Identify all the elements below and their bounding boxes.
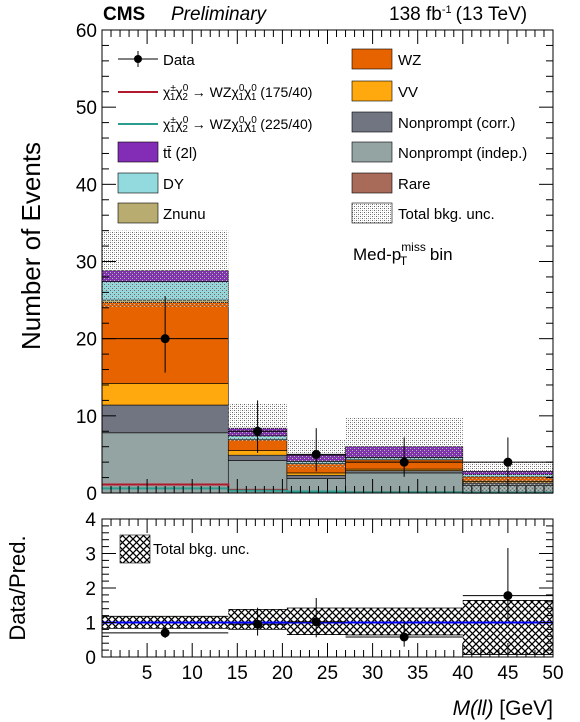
data-points: [102, 296, 553, 477]
x-axis-label: M(ll) [GeV]: [453, 697, 553, 720]
ratio-xtick-label-35: 35: [407, 663, 428, 684]
main-ytick-label-10: 10: [76, 407, 97, 428]
legend: Data χ± 1χ0 2 → WZχ0 1χ0 1 (175/40) χ± 1χ0 2 →…: [117, 48, 527, 224]
data-point-4: [503, 457, 513, 467]
legend-dy: DY: [117, 172, 184, 194]
header: CMS Preliminary 138 fb-1 (13 TeV): [103, 4, 527, 25]
ratio-point-1: [253, 619, 263, 629]
main-axes: 0 10 20 30 40 50 60: [76, 21, 553, 505]
main-ytick-label-50: 50: [76, 98, 97, 119]
bar-np_indep-0: [101, 432, 229, 494]
legend-signal-225: χ± 1χ0 2 → WZχ0 1χ0 1 (225/40): [118, 115, 312, 135]
ratio-ytick-label-0: 0: [85, 648, 96, 669]
ratio-point-0: [160, 628, 170, 638]
unc-band-0: [102, 230, 229, 308]
ratio-xtick-label-25: 25: [317, 663, 338, 684]
data-point-3: [399, 457, 409, 467]
svg-text:VV: VV: [398, 84, 418, 101]
main-ytick-label-40: 40: [76, 175, 97, 196]
ratio-ytick-label-1: 1: [85, 614, 96, 635]
legend-signal-175: χ± 1χ0 2 → WZχ0 1χ0 1 (175/40): [118, 83, 312, 103]
main-y-axis-label: Number of Events: [16, 142, 46, 350]
svg-text:Znunu: Znunu: [163, 206, 206, 223]
bar-np_corr-1: [227, 454, 288, 461]
main-ytick-label-60: 60: [76, 21, 97, 42]
bar-vv-0: [101, 383, 229, 406]
svg-text:Data: Data: [163, 52, 195, 69]
ratio-xtick-label-20: 20: [272, 663, 293, 684]
legend-znunu: Znunu: [117, 202, 206, 224]
ratio-xtick-label-50: 50: [542, 663, 563, 684]
legend-np-corr: Nonprompt (corr.): [351, 111, 516, 133]
ratio-ytick-label-2: 2: [85, 579, 96, 600]
legend-np-indep: Nonprompt (indep.): [351, 141, 527, 163]
main-ytick-label-20: 20: [76, 330, 97, 351]
legend-data: Data: [118, 51, 195, 69]
ratio-ytick-label-3: 3: [85, 545, 96, 566]
ratio-point-3: [399, 632, 409, 642]
main-ytick-label-30: 30: [76, 253, 97, 274]
ratio-point-2: [311, 617, 321, 627]
cms-label: CMS: [103, 4, 145, 25]
status-label: Preliminary: [171, 4, 268, 25]
main-panel: 0 10 20 30 40 50 60 Number of Events Data χ± 1χ…: [16, 21, 554, 505]
data-point-0: [160, 334, 170, 344]
ratio-xtick-label-5: 5: [142, 663, 153, 684]
legend-wz: WZ: [351, 48, 421, 70]
svg-text:Total bkg. unc.: Total bkg. unc.: [398, 206, 495, 223]
legend-unc: Total bkg. unc.: [351, 202, 495, 224]
svg-text:DY: DY: [163, 176, 184, 193]
svg-text:Nonprompt (indep.): Nonprompt (indep.): [398, 145, 527, 162]
ratio-y-axis-label: Data/Pred.: [5, 535, 30, 640]
svg-text:WZ: WZ: [398, 52, 421, 69]
ratio-legend: Total bkg. unc.: [119, 534, 250, 564]
ratio-xtick-label-10: 10: [182, 663, 203, 684]
data-point-1: [253, 426, 263, 436]
bar-np_corr-0: [101, 404, 229, 434]
ratio-ytick-label-4: 4: [85, 510, 96, 531]
legend-ttbar: tt̄ (2l): [117, 141, 197, 163]
svg-text:Total bkg. unc.: Total bkg. unc.: [153, 541, 250, 558]
legend-rare: Rare: [351, 172, 431, 194]
region-label: Med-pmiss T bin: [353, 240, 453, 268]
svg-text:Rare: Rare: [398, 176, 431, 193]
svg-text:Nonprompt (corr.): Nonprompt (corr.): [398, 115, 516, 132]
legend-vv: VV: [351, 80, 418, 102]
ratio-xtick-label-40: 40: [452, 663, 473, 684]
ratio-xtick-label-45: 45: [497, 663, 518, 684]
svg-text:tt̄ (2l): tt̄ (2l): [163, 145, 197, 162]
bar-np_corr-2: [286, 474, 346, 479]
data-point-2: [311, 449, 321, 459]
ratio-xtick-label-15: 15: [227, 663, 248, 684]
ratio-point-4: [503, 591, 513, 601]
ratio-xtick-label-30: 30: [362, 663, 383, 684]
ratio-points: [102, 547, 553, 647]
lumi-label: 138 fb-1 (13 TeV): [389, 4, 527, 25]
bar-vv-2: [286, 472, 346, 476]
main-ytick-label-0: 0: [86, 484, 97, 505]
